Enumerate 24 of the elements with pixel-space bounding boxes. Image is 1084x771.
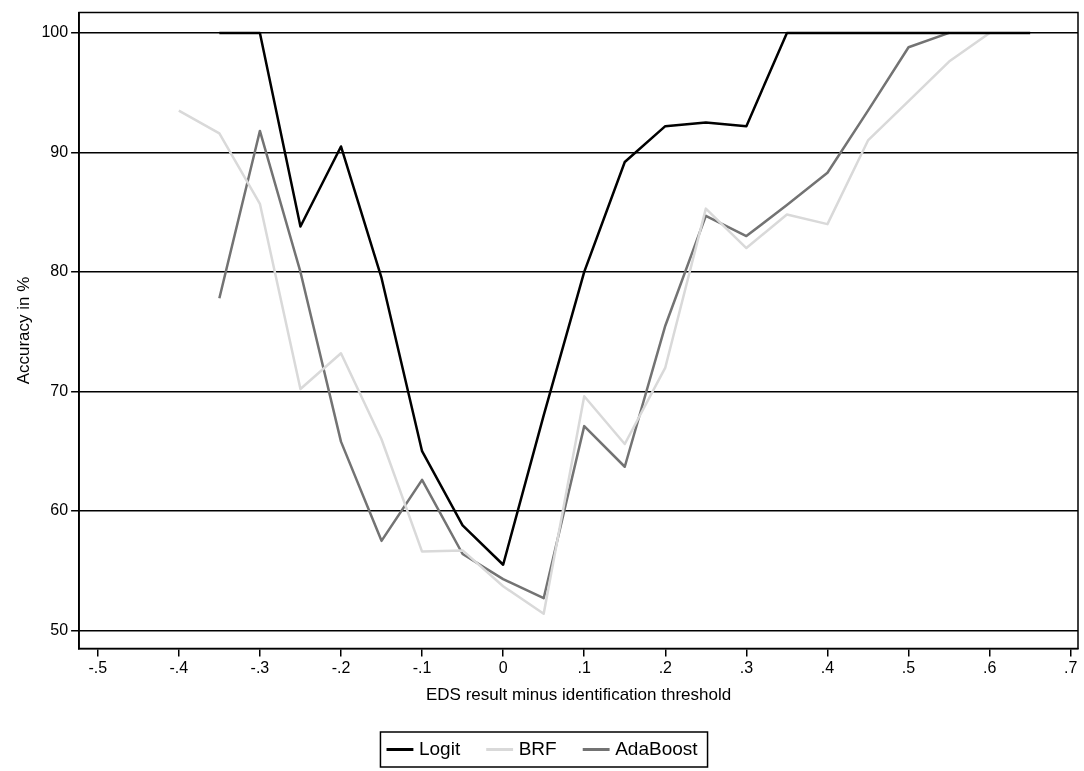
x-axis-title: EDS result minus identification threshold bbox=[425, 685, 732, 705]
x-tick-label: 0 bbox=[498, 659, 508, 677]
legend-label: BRF bbox=[518, 737, 557, 759]
x-tick-label: .4 bbox=[820, 659, 835, 677]
x-tick-label: .2 bbox=[658, 659, 673, 677]
x-tick-label: -.2 bbox=[331, 659, 351, 677]
x-tick-label: .1 bbox=[577, 659, 591, 677]
y-tick-label: 80 bbox=[50, 262, 69, 280]
x-tick-label: -.5 bbox=[88, 659, 108, 677]
x-tick-label: -.1 bbox=[412, 659, 432, 677]
y-tick-label: 60 bbox=[50, 501, 69, 519]
y-tick-label: 90 bbox=[50, 142, 69, 160]
x-tick-label: -.4 bbox=[169, 659, 189, 677]
y-tick-label: 70 bbox=[50, 381, 69, 399]
x-tick-label: .3 bbox=[739, 659, 754, 677]
x-tick-label: -.3 bbox=[250, 659, 270, 677]
legend-label: Logit bbox=[418, 737, 461, 759]
x-tick-label: .5 bbox=[901, 659, 916, 677]
y-tick-label: 100 bbox=[41, 23, 69, 41]
x-tick-label: .7 bbox=[1064, 659, 1078, 677]
y-axis-title: Accuracy in % bbox=[13, 276, 33, 385]
y-tick-label: 50 bbox=[50, 620, 69, 638]
legend-label: AdaBoost bbox=[615, 737, 699, 759]
x-tick-label: .6 bbox=[982, 659, 997, 677]
